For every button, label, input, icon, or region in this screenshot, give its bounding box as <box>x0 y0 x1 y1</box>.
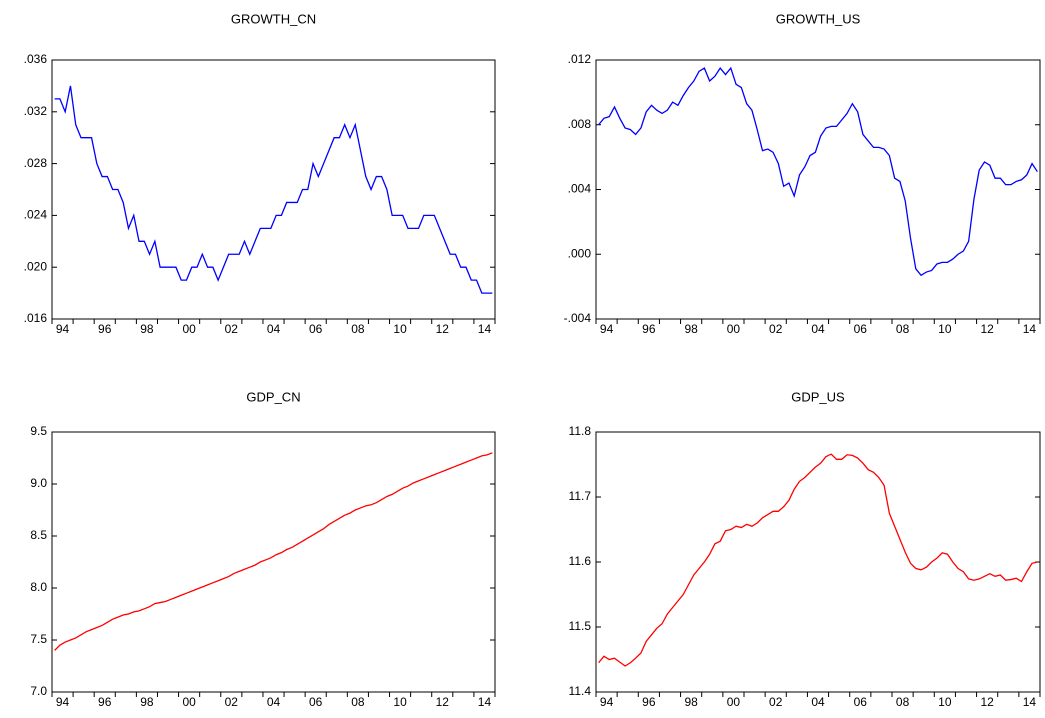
y-tick-label: .036 <box>24 52 48 66</box>
y-tick-label: 9.0 <box>30 476 47 490</box>
x-tick-label: 94 <box>600 322 614 336</box>
y-tick-label: .004 <box>568 182 592 196</box>
x-tick-label: 14 <box>1023 322 1037 336</box>
x-tick-label: 96 <box>98 695 112 709</box>
x-tick-label: 14 <box>478 322 492 336</box>
y-tick-label: 8.0 <box>30 580 47 594</box>
plot-frame <box>595 431 1041 693</box>
x-tick-label: 02 <box>225 322 239 336</box>
x-tick-label: 00 <box>727 322 741 336</box>
x-tick-label: 04 <box>811 695 825 709</box>
y-tick-label: .024 <box>24 208 48 222</box>
data-line <box>54 85 493 294</box>
y-tick-label: 7.5 <box>30 632 47 646</box>
y-tick-label: 9.5 <box>30 424 47 438</box>
x-tick-label: 96 <box>642 322 656 336</box>
y-tick-label: .012 <box>568 52 592 66</box>
x-tick-label: 96 <box>642 695 656 709</box>
x-tick-label: 02 <box>225 695 239 709</box>
y-tick-label: .008 <box>568 117 592 131</box>
y-tick-label: 7.0 <box>30 684 47 698</box>
y-tick-label: 8.5 <box>30 528 47 542</box>
x-tick-label: 12 <box>436 322 450 336</box>
plot-frame <box>51 59 496 320</box>
x-tick-label: 00 <box>727 695 741 709</box>
x-tick-label: 98 <box>684 322 698 336</box>
data-line <box>54 452 493 651</box>
data-line <box>598 453 1038 667</box>
y-tick-label: -.004 <box>564 311 592 325</box>
x-tick-label: 10 <box>938 322 952 336</box>
x-tick-label: 98 <box>140 322 154 336</box>
y-tick-label: .000 <box>568 246 592 260</box>
x-tick-label: 06 <box>854 695 868 709</box>
x-tick-label: 12 <box>980 322 994 336</box>
x-tick-label: 12 <box>436 695 450 709</box>
x-tick-label: 10 <box>393 695 407 709</box>
plot-frame <box>595 59 1041 320</box>
x-tick-label: 00 <box>182 695 196 709</box>
plot-frame <box>51 431 496 693</box>
y-tick-label: .028 <box>24 156 48 170</box>
y-tick-label: 11.4 <box>569 684 592 698</box>
x-tick-label: 96 <box>98 322 112 336</box>
x-tick-label: 08 <box>351 695 365 709</box>
x-tick-label: 12 <box>980 695 994 709</box>
chart-title: GDP_CN <box>246 389 300 404</box>
x-tick-label: 04 <box>267 695 281 709</box>
x-tick-label: 00 <box>182 322 196 336</box>
x-tick-label: 94 <box>600 695 614 709</box>
x-tick-label: 10 <box>393 322 407 336</box>
chart-title: GDP_US <box>791 389 845 404</box>
x-tick-label: 06 <box>309 695 323 709</box>
y-tick-label: 11.7 <box>569 489 592 503</box>
x-tick-label: 94 <box>56 695 70 709</box>
y-tick-label: 11.5 <box>569 619 592 633</box>
x-tick-label: 06 <box>309 322 323 336</box>
x-tick-label: 08 <box>351 322 365 336</box>
chart-title: GROWTH_US <box>776 11 861 26</box>
x-tick-label: 08 <box>896 695 910 709</box>
x-tick-label: 14 <box>1023 695 1037 709</box>
x-tick-label: 04 <box>267 322 281 336</box>
y-tick-label: 11.8 <box>569 424 592 438</box>
x-tick-label: 98 <box>684 695 698 709</box>
x-tick-label: 06 <box>854 322 868 336</box>
x-tick-label: 98 <box>140 695 154 709</box>
chart-title: GROWTH_CN <box>231 11 316 26</box>
x-tick-label: 08 <box>896 322 910 336</box>
x-tick-label: 04 <box>811 322 825 336</box>
x-tick-label: 02 <box>769 322 783 336</box>
x-tick-label: 94 <box>56 322 70 336</box>
x-tick-label: 02 <box>769 695 783 709</box>
x-tick-label: 10 <box>938 695 952 709</box>
y-tick-label: .032 <box>24 104 48 118</box>
x-tick-label: 14 <box>478 695 492 709</box>
y-tick-label: .016 <box>24 311 48 325</box>
y-tick-label: 11.6 <box>569 554 592 568</box>
y-tick-label: .020 <box>24 259 48 273</box>
data-line <box>598 66 1038 277</box>
